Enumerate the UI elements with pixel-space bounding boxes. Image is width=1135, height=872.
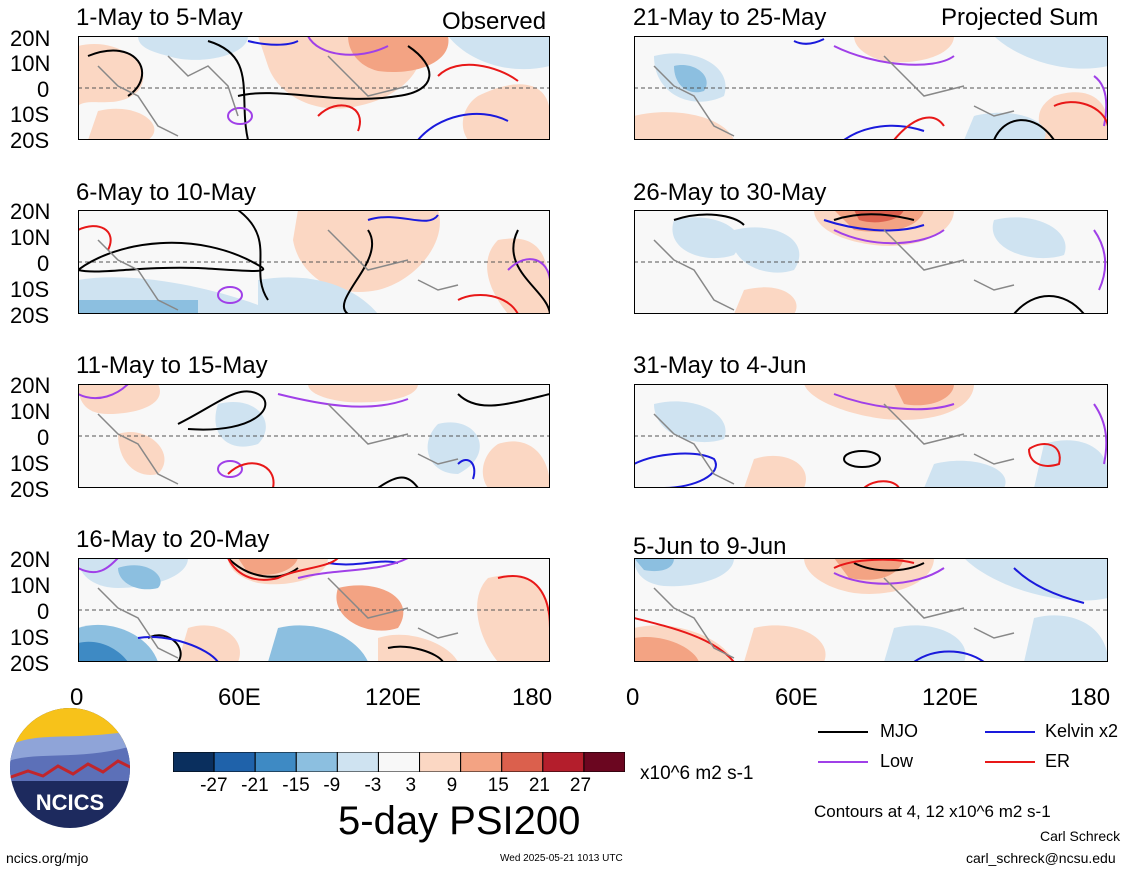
panel-title: 11-May to 15-May [76,352,268,379]
author-name: Carl Schreck [1040,828,1121,844]
legend-swatch-er [985,761,1035,763]
panel-title: 1-May to 5-May [76,4,243,31]
panel-title: 16-May to 20-May [76,526,270,553]
legend-swatch-mjo [818,731,868,733]
contour-note: Contours at 4, 12 x10^6 m2 s-1 [814,802,1051,821]
y-tick: 0 [37,251,50,276]
colorbar-tick-label: -3 [364,775,382,796]
colorbar-cell [501,752,544,772]
y-tick: 10S [10,451,50,476]
panel-title: 6-May to 10-May [76,179,257,206]
colorbar-cell [583,752,625,772]
x-tick: 120E [922,684,979,711]
y-tick: 10N [10,399,51,424]
colorbar-cell [460,752,503,772]
x-tick: 60E [218,684,261,711]
panel-title: 21-May to 25-May [633,4,827,31]
y-tick: 0 [37,599,50,624]
panel-title: 5-Jun to 9-Jun [633,533,787,560]
y-tick: 20S [10,651,50,676]
colorbar-cell [377,752,421,772]
colorbar-tick-label: 3 [405,775,417,796]
author-email: carl_schreck@ncsu.edu [966,850,1116,866]
colorbar-cell [213,752,256,772]
colorbar-cell [173,752,215,772]
colorbar-tick-label: 15 [487,775,509,796]
legend-label-mjo: MJO [880,721,918,741]
map-panel-16-may-20-may [78,558,550,662]
y-tick: 10N [10,51,51,76]
x-tick: 120E [365,684,422,711]
colorbar-tick-label: -9 [323,775,341,796]
map-panel-11-may-15-may [78,384,550,488]
logo-text: NCICS [36,790,104,815]
colorbar [173,752,625,772]
x-tick: 0 [626,684,640,711]
y-tick: 10S [10,277,50,302]
units-label: x10^6 m2 s-1 [640,763,754,784]
legend-swatch-low [818,761,868,763]
colorbar-tick-label: 21 [528,775,550,796]
x-tick: 0 [70,684,84,711]
y-tick: 20N [10,547,51,572]
y-tick: 0 [37,77,50,102]
map-panel-6-may-10-may [78,210,550,314]
projected-label: Projected Sum [941,4,1099,31]
x-tick: 180 [1070,684,1111,711]
panel-title: 31-May to 4-Jun [633,352,807,379]
colorbar-tick-label: 27 [569,775,592,796]
legend-swatch-kelvin [985,731,1035,733]
y-tick: 0 [37,425,50,450]
map-panel-5-jun-9-jun [634,558,1108,662]
map-panel-21-may-25-may [634,36,1108,140]
legend-label-er: ER [1045,751,1071,771]
colorbar-cell [336,752,379,772]
colorbar-tick-label: 9 [446,775,458,796]
figure-title: 5-day PSI200 [338,799,581,843]
legend-label-kelvin: Kelvin x2 [1045,721,1119,741]
y-tick: 20S [10,128,50,153]
site-url: ncics.org/mjo [6,850,89,866]
map-panel-26-may-30-may [634,210,1108,314]
map-panel-31-may-4-jun [634,384,1108,488]
x-tick: 60E [775,684,818,711]
y-tick: 10N [10,573,51,598]
ncics-logo: NCICS [10,708,130,828]
observed-label: Observed [442,8,547,35]
timestamp: Wed 2025-05-21 1013 UTC [500,853,623,864]
colorbar-tick-label: -27 [200,775,228,796]
y-tick: 10S [10,102,50,127]
colorbar-tick-label: -15 [282,775,310,796]
x-tick: 180 [512,684,553,711]
panel-title: 26-May to 30-May [633,179,827,206]
map-panel-1-may-5-may [78,36,550,140]
y-tick: 20S [10,477,50,502]
colorbar-tick-label: -21 [241,775,269,796]
y-tick: 10N [10,225,51,250]
colorbar-cell [254,752,297,772]
colorbar-cell [542,752,585,772]
y-tick: 20N [10,373,51,398]
y-tick: 20S [10,303,50,328]
y-tick: 20N [10,199,51,224]
colorbar-cell [295,752,338,772]
y-tick: 10S [10,625,50,650]
y-tick: 20N [10,26,51,51]
colorbar-cell [419,752,462,772]
legend-label-low: Low [880,751,914,771]
